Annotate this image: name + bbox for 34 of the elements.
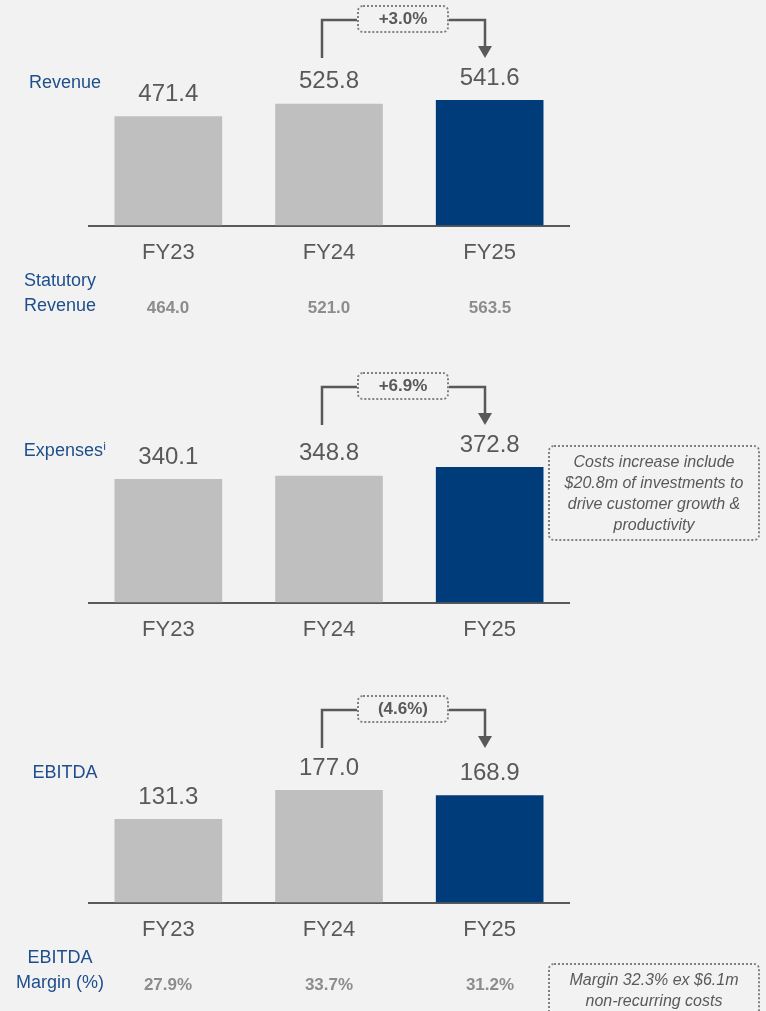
x-tick-label: FY24 bbox=[302, 915, 356, 941]
data-label: 168.9 bbox=[459, 757, 520, 785]
data-label: 525.8 bbox=[298, 66, 360, 94]
chart-title: Revenue bbox=[27, 72, 103, 93]
x-tick-label: FY24 bbox=[302, 615, 356, 641]
text: 563.5 bbox=[467, 298, 513, 318]
text: 33.7% bbox=[303, 975, 355, 995]
data-label: 177.0 bbox=[298, 752, 360, 780]
x-tick-label: FY23 bbox=[142, 915, 195, 941]
data-label: 372.8 bbox=[459, 429, 520, 457]
data-label: 471.4 bbox=[138, 78, 199, 106]
x-tick-label: FY25 bbox=[463, 915, 516, 941]
x-tick-label: FY25 bbox=[463, 238, 516, 264]
x-tick-label: FY25 bbox=[463, 615, 516, 641]
data-label: 131.3 bbox=[138, 781, 199, 809]
x-tick-label: FY23 bbox=[142, 615, 195, 641]
text: Margin 32.3% ex $6.1m non-recurring costs bbox=[548, 963, 760, 1011]
text: 27.9% bbox=[142, 975, 194, 995]
chart-title: Expensesⁱ bbox=[22, 439, 108, 461]
text: +6.9% bbox=[357, 372, 449, 400]
text: +3.0% bbox=[357, 5, 449, 33]
text: 464.0 bbox=[145, 298, 191, 318]
data-label: 348.8 bbox=[298, 438, 360, 466]
data-label: 541.6 bbox=[459, 62, 520, 90]
data-label: 340.1 bbox=[138, 441, 199, 469]
text: Statutory Revenue bbox=[22, 269, 98, 317]
text: (4.6%) bbox=[357, 695, 449, 723]
text: 521.0 bbox=[306, 298, 352, 318]
x-tick-label: FY23 bbox=[142, 238, 195, 264]
x-tick-label: FY24 bbox=[302, 238, 356, 264]
text: 31.2% bbox=[464, 975, 516, 995]
annotation: Costs increase include $20.8m of investments to drive customer growth & productivity bbox=[548, 445, 760, 541]
chart-title: EBITDA bbox=[31, 762, 99, 783]
text: EBITDA Margin (%) bbox=[15, 946, 105, 994]
